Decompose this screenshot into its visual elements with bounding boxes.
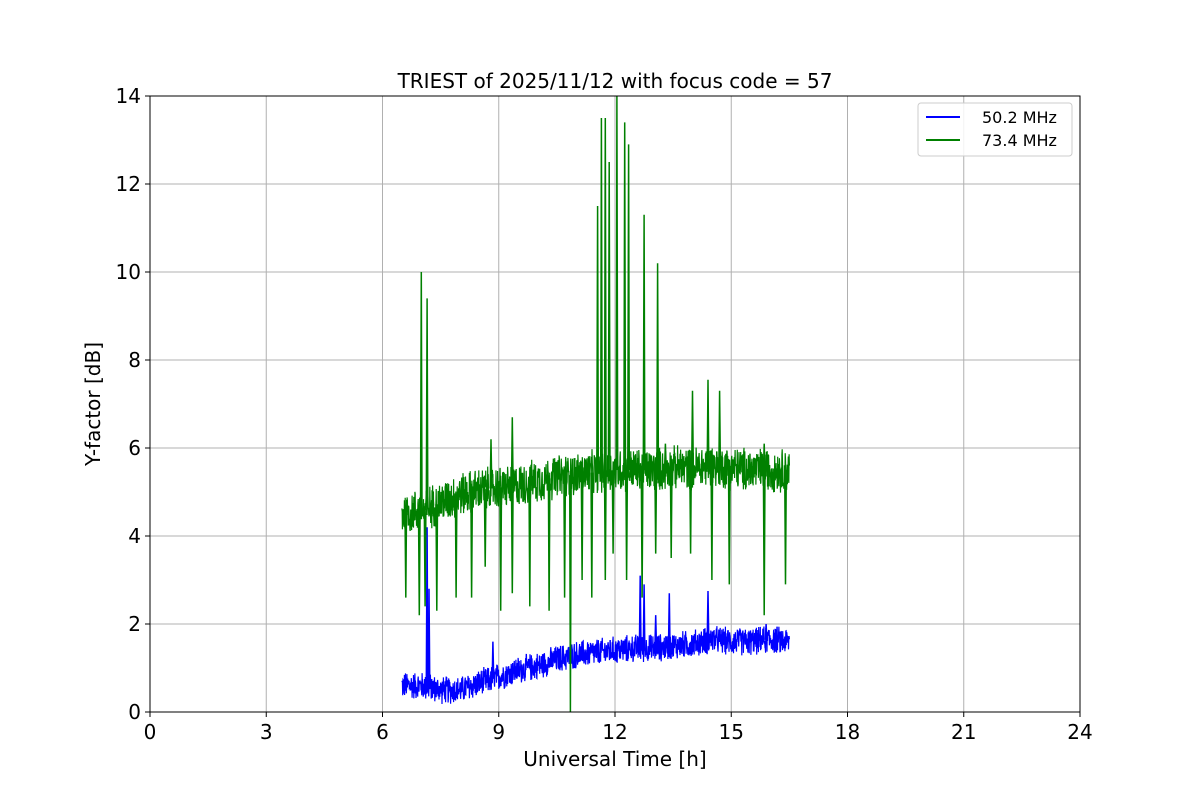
series-spike	[419, 271, 423, 510]
x-tick-label: 0	[144, 720, 157, 744]
series-dip	[435, 504, 439, 611]
series-spike	[431, 496, 435, 506]
series-dip	[590, 472, 594, 598]
x-tick-label: 15	[719, 720, 744, 744]
legend-label-73mhz: 73.4 MHz	[982, 131, 1057, 150]
series-spike	[706, 379, 710, 467]
series-dip	[783, 469, 788, 585]
series-spike	[607, 161, 611, 471]
series-spike	[425, 527, 429, 687]
legend: 50.2 MHz 73.4 MHz	[917, 102, 1073, 157]
series-dip	[568, 475, 572, 713]
x-axis: 0 3 6 9 12 15 18 21 24	[144, 712, 1093, 744]
series-dip	[611, 470, 615, 554]
series-spike	[638, 575, 642, 649]
y-tick-label: 8	[128, 348, 141, 372]
series-dip	[710, 465, 714, 581]
y-tick-label: 0	[128, 700, 141, 724]
series-dip	[689, 467, 693, 554]
series-spike	[425, 298, 429, 508]
series-line	[401, 626, 790, 705]
series-spike	[667, 593, 671, 647]
series-spike	[427, 588, 431, 688]
series-1	[401, 95, 790, 713]
series-spike	[690, 390, 695, 468]
series-spike	[599, 117, 603, 472]
series-spike	[623, 122, 627, 471]
series-dip	[528, 482, 532, 607]
series-group	[401, 95, 790, 713]
series-spike	[642, 584, 646, 649]
series-dip	[580, 473, 584, 581]
y-tick-label: 12	[116, 172, 141, 196]
x-tick-label: 6	[376, 720, 389, 744]
series-dip	[423, 508, 427, 607]
series-line	[401, 445, 790, 532]
series-dip	[499, 487, 503, 611]
grid-lines	[149, 95, 1081, 713]
y-tick-label: 4	[128, 524, 141, 548]
series-dip	[603, 471, 607, 581]
y-tick-label: 10	[116, 260, 141, 284]
series-spike	[762, 443, 766, 471]
x-tick-label: 12	[602, 720, 627, 744]
series-spike	[510, 417, 514, 487]
y-axis-label: Y-factor [dB]	[81, 342, 105, 467]
series-spike	[491, 641, 495, 679]
series-dip	[483, 489, 487, 567]
series-dip	[404, 513, 408, 598]
series-spike	[706, 590, 710, 641]
series-spike	[663, 443, 667, 469]
chart-title: TRIEST of 2025/11/12 with focus code = 5…	[397, 69, 833, 93]
series-dip	[417, 509, 421, 616]
series-spike	[603, 117, 607, 472]
y-tick-label: 2	[128, 612, 141, 636]
series-dip	[654, 469, 658, 554]
y-tick-label: 14	[116, 84, 141, 108]
series-spike	[596, 205, 600, 473]
series-spike	[615, 95, 619, 471]
series-dip	[454, 495, 458, 598]
series-dip	[510, 486, 514, 594]
series-spike	[764, 623, 768, 640]
series-spike	[642, 214, 646, 471]
x-tick-label: 24	[1067, 720, 1092, 744]
series-spike	[654, 615, 658, 649]
series-spike	[627, 144, 631, 471]
series-0	[401, 527, 790, 705]
series-dip	[563, 475, 567, 598]
y-axis: 0 2 4 6 8 10 12 14	[116, 84, 150, 724]
series-dip	[470, 491, 474, 598]
series-spike	[489, 439, 493, 489]
y-tick-label: 6	[128, 436, 141, 460]
x-tick-label: 18	[835, 720, 860, 744]
series-dip	[547, 478, 551, 611]
x-tick-label: 3	[260, 720, 273, 744]
series-dip	[625, 469, 629, 581]
series-spike	[718, 390, 722, 467]
x-tick-label: 21	[951, 720, 976, 744]
series-dip	[727, 467, 731, 585]
series-dip	[640, 469, 644, 598]
series-dip	[669, 467, 673, 559]
x-tick-label: 9	[492, 720, 505, 744]
legend-label-50mhz: 50.2 MHz	[982, 108, 1057, 127]
x-axis-label: Universal Time [h]	[523, 747, 706, 771]
series-dip	[762, 469, 766, 616]
series-spike	[656, 263, 660, 470]
